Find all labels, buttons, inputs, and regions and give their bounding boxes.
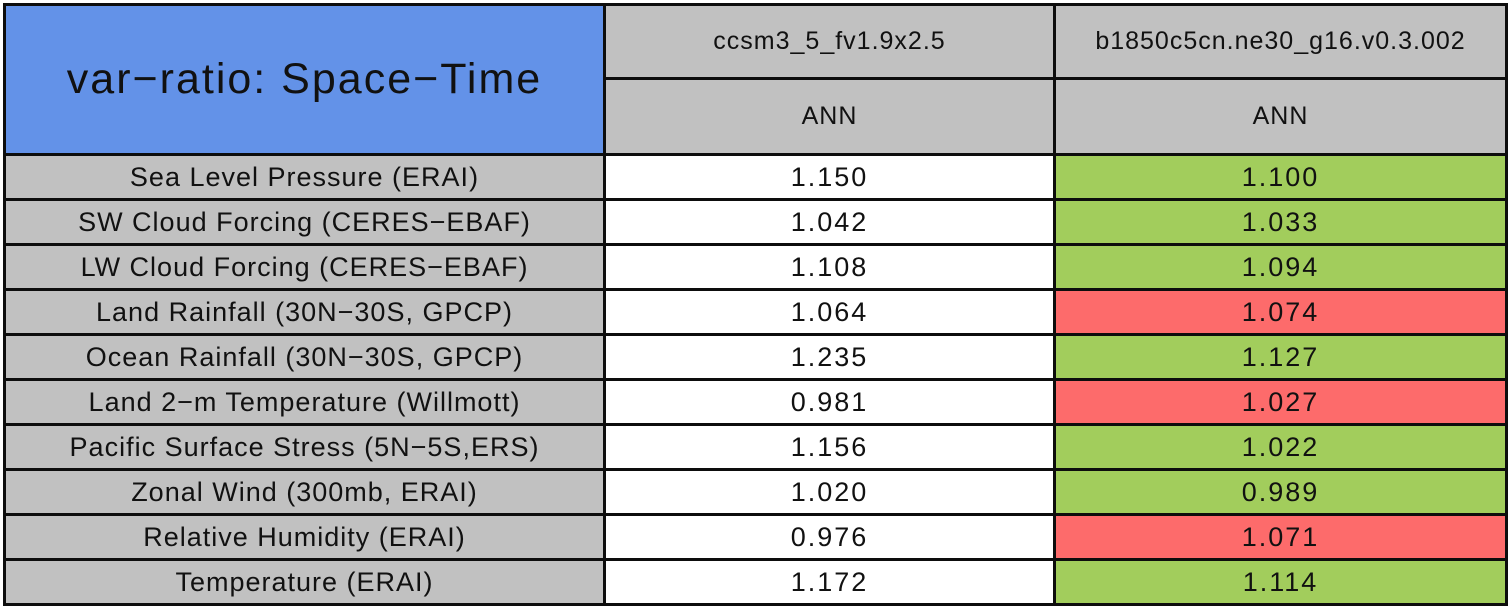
row-label: Temperature (ERAI)	[3, 558, 606, 606]
value-cell-model2: 1.022	[1053, 423, 1508, 471]
row-label: Land Rainfall (30N−30S, GPCP)	[3, 288, 606, 336]
value-cell-model1: 1.172	[603, 558, 1056, 606]
model-header-2: b1850c5cn.ne30_g16.v0.3.002	[1053, 3, 1508, 80]
model-header-1: ccsm3_5_fv1.9x2.5	[603, 3, 1056, 80]
value-cell-model2: 1.071	[1053, 513, 1508, 561]
table-row: Zonal Wind (300mb, ERAI) 1.020 0.989	[3, 468, 1508, 516]
table-title: var−ratio: Space−Time	[3, 3, 606, 156]
table-row: Ocean Rainfall (30N−30S, GPCP) 1.235 1.1…	[3, 333, 1508, 381]
season-header-2: ANN	[1053, 77, 1508, 156]
value-cell-model1: 1.108	[603, 243, 1056, 291]
row-label: Land 2−m Temperature (Willmott)	[3, 378, 606, 426]
table-row: Relative Humidity (ERAI) 0.976 1.071	[3, 513, 1508, 561]
table-row: Land Rainfall (30N−30S, GPCP) 1.064 1.07…	[3, 288, 1508, 336]
row-label: Pacific Surface Stress (5N−5S,ERS)	[3, 423, 606, 471]
value-cell-model2: 1.074	[1053, 288, 1508, 336]
row-label: Zonal Wind (300mb, ERAI)	[3, 468, 606, 516]
table-row: Temperature (ERAI) 1.172 1.114	[3, 558, 1508, 606]
value-cell-model1: 1.156	[603, 423, 1056, 471]
table-row: SW Cloud Forcing (CERES−EBAF) 1.042 1.03…	[3, 198, 1508, 246]
value-cell-model1: 1.042	[603, 198, 1056, 246]
header-row-seasons: ANN ANN	[5, 77, 1508, 156]
header-row-models: var−ratio: Space−Time ccsm3_5_fv1.9x2.5 …	[3, 3, 1508, 156]
value-cell-model1: 1.020	[603, 468, 1056, 516]
row-label: Ocean Rainfall (30N−30S, GPCP)	[3, 333, 606, 381]
value-cell-model2: 0.989	[1053, 468, 1508, 516]
row-label: Relative Humidity (ERAI)	[3, 513, 606, 561]
value-cell-model1: 1.235	[603, 333, 1056, 381]
value-cell-model2: 1.094	[1053, 243, 1508, 291]
row-label: LW Cloud Forcing (CERES−EBAF)	[3, 243, 606, 291]
value-cell-model1: 0.976	[603, 513, 1056, 561]
table-row: Land 2−m Temperature (Willmott) 0.981 1.…	[3, 378, 1508, 426]
value-cell-model1: 1.064	[603, 288, 1056, 336]
table-row: Pacific Surface Stress (5N−5S,ERS) 1.156…	[3, 423, 1508, 471]
value-cell-model2: 1.127	[1053, 333, 1508, 381]
value-cell-model2: 1.100	[1053, 153, 1508, 201]
season-header-1: ANN	[603, 77, 1056, 156]
variance-ratio-table: var−ratio: Space−Time ccsm3_5_fv1.9x2.5 …	[3, 3, 1508, 606]
row-label: SW Cloud Forcing (CERES−EBAF)	[3, 198, 606, 246]
table-row: Sea Level Pressure (ERAI) 1.150 1.100	[3, 153, 1508, 201]
table-row: LW Cloud Forcing (CERES−EBAF) 1.108 1.09…	[3, 243, 1508, 291]
value-cell-model2: 1.027	[1053, 378, 1508, 426]
value-cell-model1: 1.150	[603, 153, 1056, 201]
value-cell-model2: 1.033	[1053, 198, 1508, 246]
row-label: Sea Level Pressure (ERAI)	[3, 153, 606, 201]
value-cell-model1: 0.981	[603, 378, 1056, 426]
value-cell-model2: 1.114	[1053, 558, 1508, 606]
